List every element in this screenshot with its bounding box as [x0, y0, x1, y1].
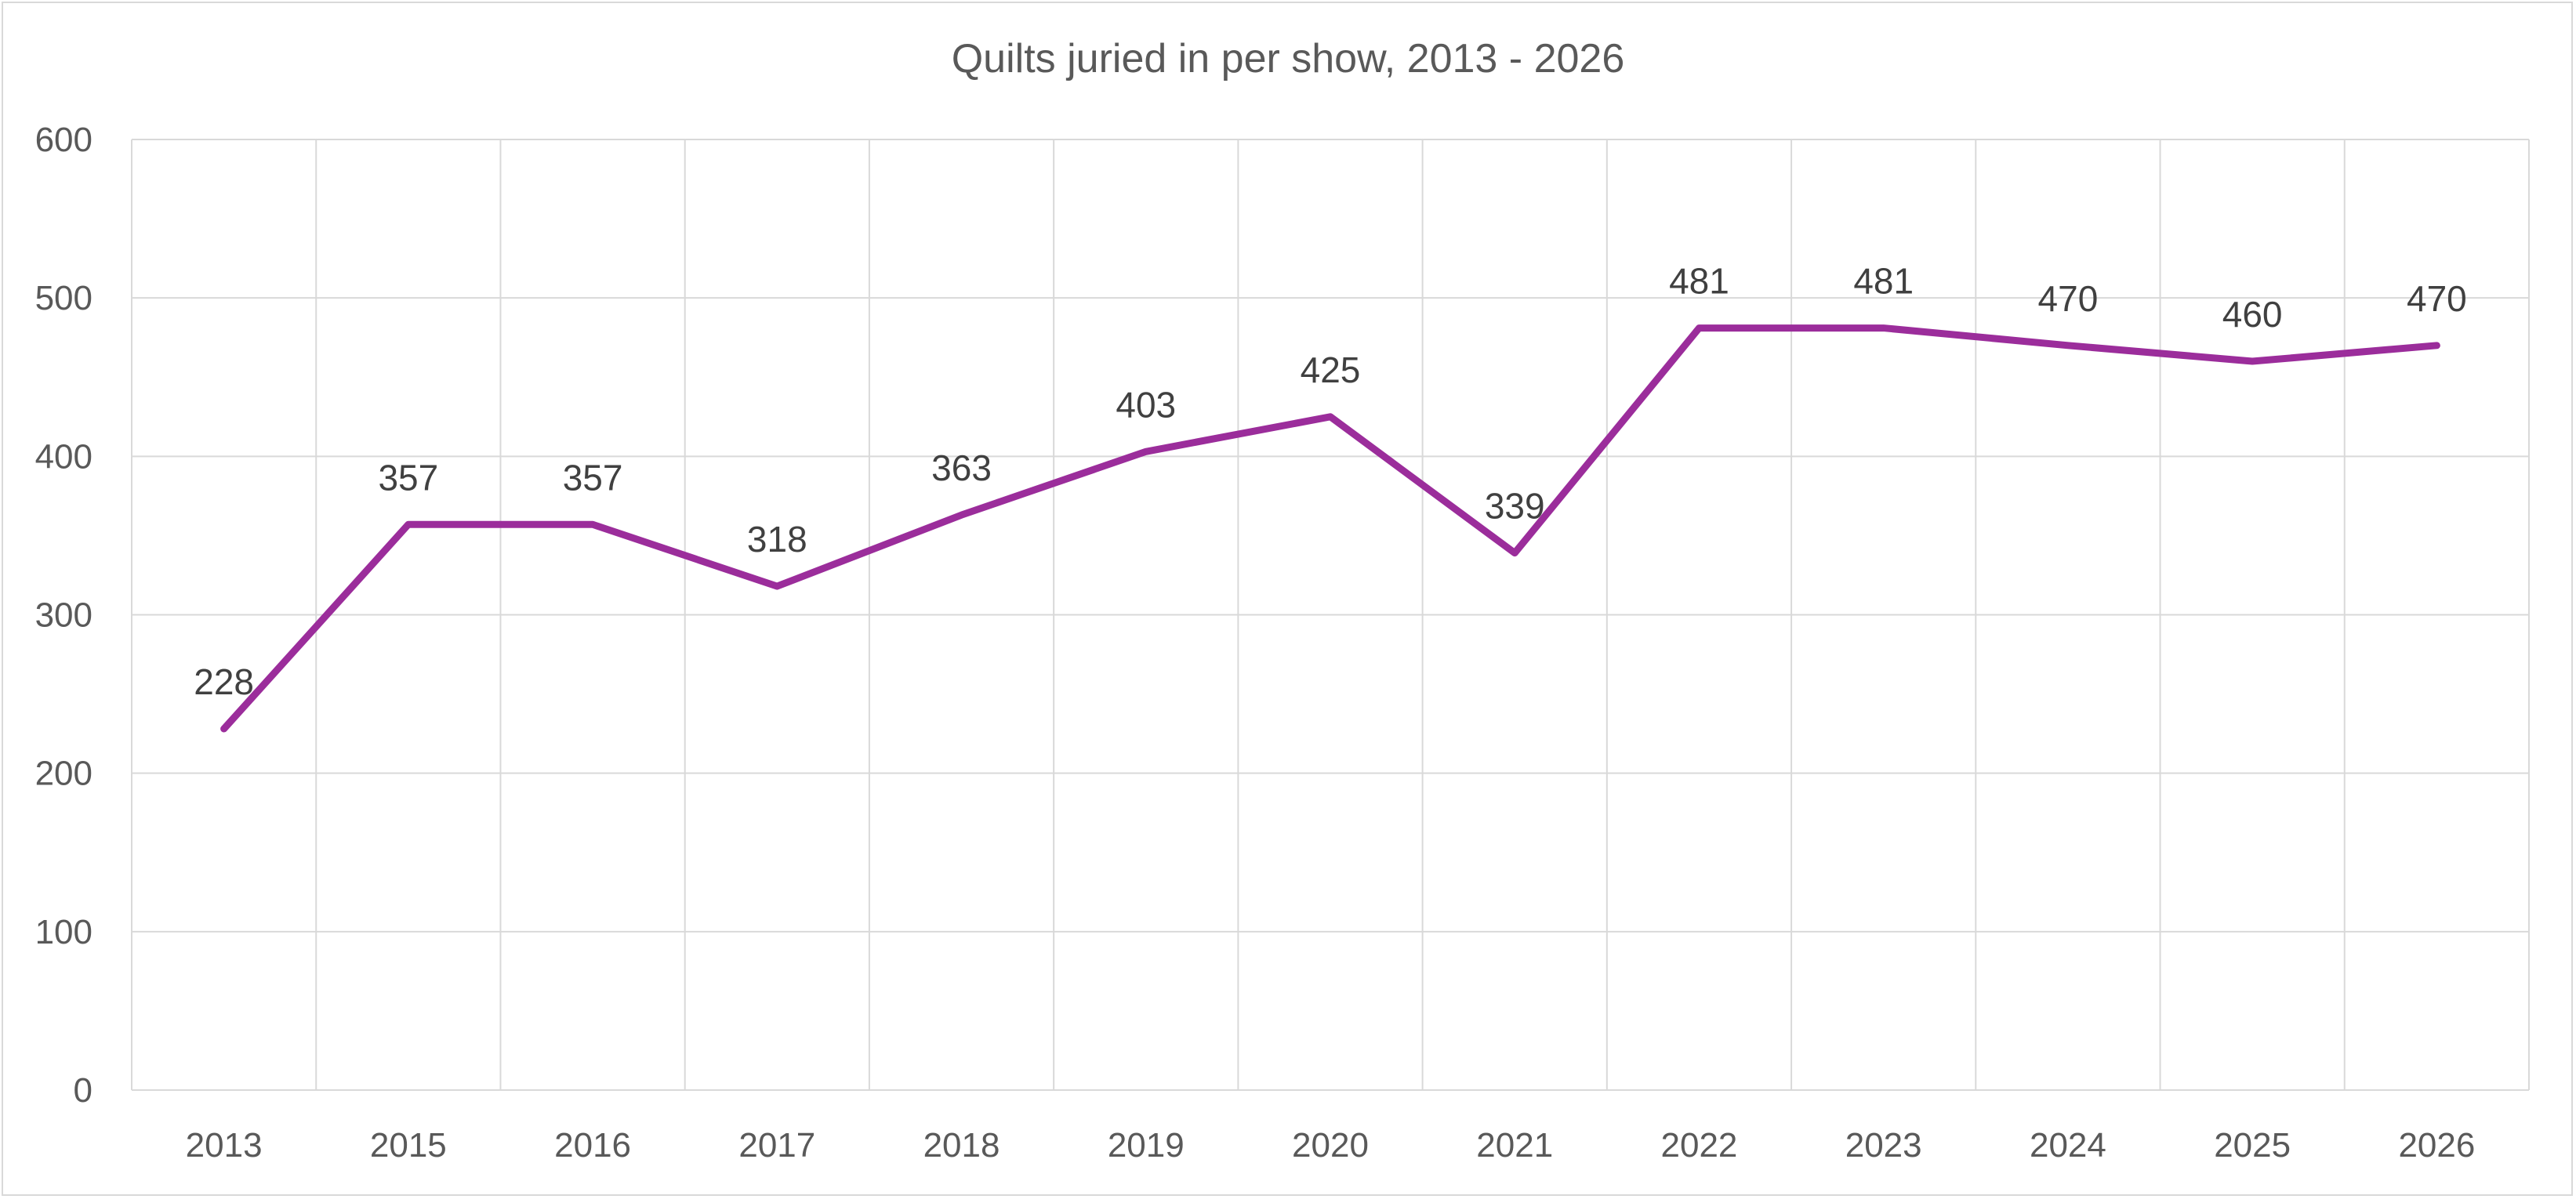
- data-point: [1882, 327, 1885, 329]
- data-point: [2436, 344, 2438, 346]
- data-label: 403: [1116, 384, 1176, 425]
- y-tick-label: 200: [35, 755, 93, 793]
- data-point: [592, 523, 594, 526]
- data-point: [1698, 327, 1700, 329]
- data-label: 481: [1853, 261, 1914, 302]
- y-tick-label: 300: [35, 596, 93, 635]
- data-point: [2251, 360, 2254, 363]
- data-point: [1514, 552, 1516, 554]
- data-label: 470: [2038, 278, 2099, 319]
- x-tick-label: 2020: [1292, 1126, 1369, 1165]
- y-tick-label: 0: [74, 1071, 93, 1110]
- data-label: 460: [2222, 294, 2283, 335]
- y-axis-ticks: 0 100 200 300 400 500 600: [35, 121, 93, 1110]
- x-tick-label: 2015: [370, 1126, 447, 1165]
- x-axis-ticks: 2013 2015 2016 2017 2018 2019 2020 2021 2022 2023…: [186, 1126, 2476, 1165]
- y-tick-label: 500: [35, 279, 93, 317]
- data-labels: 228 357 357 318 363 403 425 339 481 481 470 460 470: [194, 261, 2467, 702]
- x-tick-label: 2022: [1661, 1126, 1738, 1165]
- x-tick-label: 2019: [1108, 1126, 1185, 1165]
- chart-title: Quilts juried in per show, 2013 - 2026: [952, 36, 1625, 82]
- x-tick-label: 2017: [738, 1126, 815, 1165]
- data-point: [960, 514, 963, 516]
- data-point: [407, 523, 409, 526]
- x-tick-label: 2023: [1845, 1126, 1922, 1165]
- x-tick-label: 2021: [1476, 1126, 1553, 1165]
- x-tick-label: 2013: [186, 1126, 263, 1165]
- data-point: [1330, 415, 1331, 418]
- series-group: [220, 324, 2440, 733]
- data-label: 357: [378, 457, 438, 498]
- data-point: [223, 728, 225, 730]
- x-tick-label: 2025: [2214, 1126, 2291, 1165]
- x-tick-label: 2016: [554, 1126, 631, 1165]
- y-tick-label: 600: [35, 121, 93, 159]
- data-label: 228: [194, 661, 254, 702]
- data-label: 481: [1669, 261, 1729, 302]
- x-tick-label: 2026: [2398, 1126, 2475, 1165]
- data-label: 318: [747, 519, 807, 560]
- data-label: 363: [931, 447, 992, 488]
- data-label: 339: [1485, 486, 1545, 527]
- data-label: 470: [2407, 278, 2467, 319]
- data-point: [776, 585, 778, 588]
- data-point: [2066, 344, 2069, 346]
- gridlines: [131, 139, 2530, 1091]
- y-tick-label: 100: [35, 913, 93, 951]
- x-tick-label: 2024: [2030, 1126, 2106, 1165]
- y-tick-label: 400: [35, 437, 93, 476]
- x-tick-label: 2018: [923, 1126, 1000, 1165]
- data-label: 357: [563, 457, 623, 498]
- data-point: [1145, 451, 1147, 453]
- data-label: 425: [1301, 350, 1361, 390]
